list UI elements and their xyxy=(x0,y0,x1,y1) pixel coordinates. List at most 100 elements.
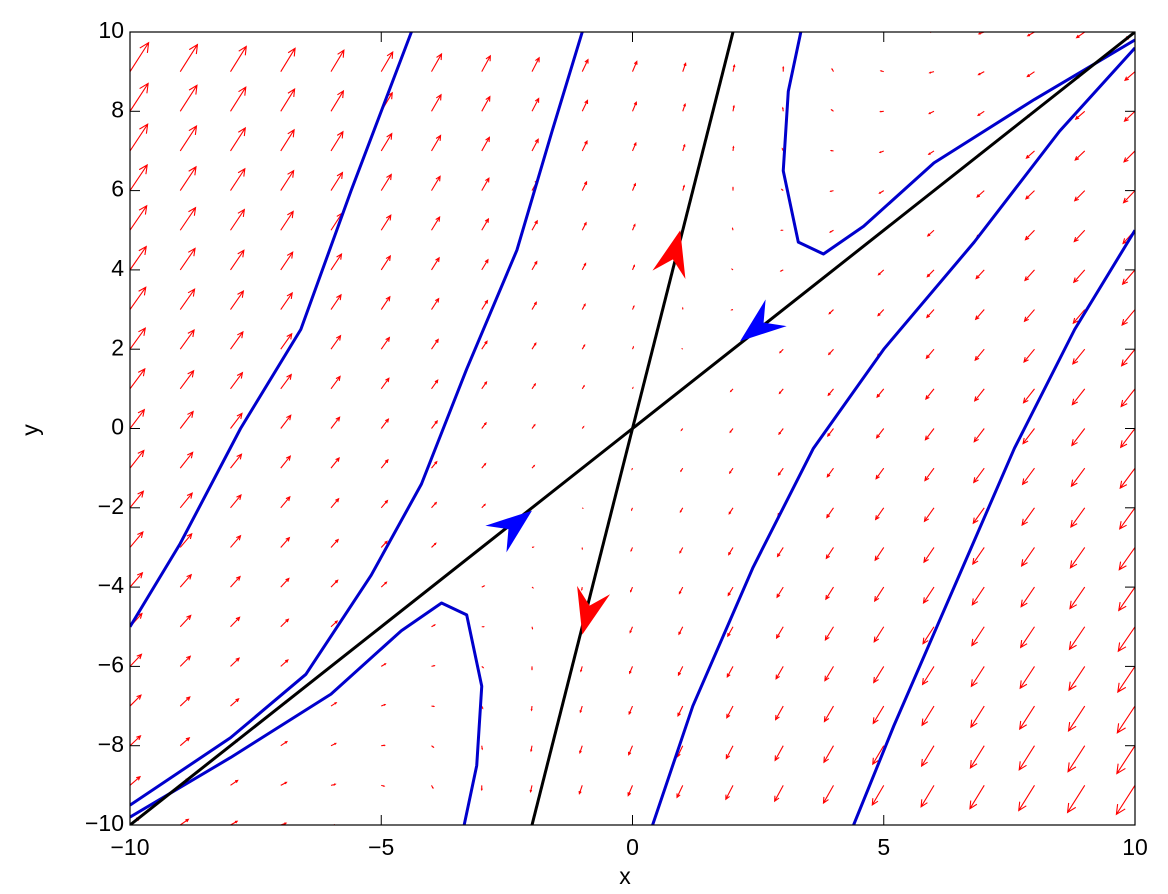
vector-arrow xyxy=(1026,71,1035,78)
vector-arrow xyxy=(481,32,483,33)
vector-arrow xyxy=(530,745,533,753)
vector-arrow xyxy=(676,785,684,799)
vector-arrow xyxy=(732,824,733,825)
vector-arrow xyxy=(581,221,587,231)
vector-arrow xyxy=(280,414,292,429)
vector-arrow xyxy=(531,626,534,630)
vector-arrow xyxy=(878,150,884,154)
vector-arrow xyxy=(682,32,684,33)
vector-arrow xyxy=(230,575,241,588)
direction-arrowhead xyxy=(652,230,686,280)
vector-arrow xyxy=(775,666,784,680)
vector-arrow xyxy=(179,328,195,350)
vector-arrow xyxy=(179,369,195,390)
vector-arrow xyxy=(330,701,338,707)
vector-arrow xyxy=(130,163,148,191)
vector-arrow xyxy=(1068,666,1086,692)
vector-arrow xyxy=(1118,586,1135,612)
vector-arrow xyxy=(831,67,834,72)
vector-arrow xyxy=(431,745,435,748)
y-tick-label: 2 xyxy=(111,334,124,360)
vector-arrow xyxy=(928,71,935,74)
vector-arrow xyxy=(732,104,735,112)
vector-arrow xyxy=(828,309,834,315)
vector-arrow xyxy=(780,188,784,192)
vector-arrow xyxy=(776,547,784,558)
vector-arrow xyxy=(875,428,885,439)
vector-arrow xyxy=(481,503,486,509)
y-axis-label: y xyxy=(17,424,43,436)
vector-arrow xyxy=(230,779,239,786)
vector-arrow xyxy=(876,388,885,399)
vector-arrow xyxy=(1074,150,1086,161)
vector-arrow xyxy=(431,785,434,790)
y-tick-label: −2 xyxy=(98,493,124,519)
vector-arrow xyxy=(280,577,290,588)
vector-arrow xyxy=(431,460,438,469)
vector-arrow xyxy=(728,507,734,515)
vector-arrow xyxy=(179,165,197,191)
vector-arrow xyxy=(380,132,393,152)
vector-arrow xyxy=(380,254,392,271)
vector-arrow xyxy=(971,586,985,606)
vector-arrow xyxy=(230,32,232,33)
vector-arrow xyxy=(726,666,734,679)
vector-arrow xyxy=(922,586,935,604)
vector-arrow xyxy=(1123,150,1135,163)
vector-arrow xyxy=(729,428,734,434)
vector-arrow xyxy=(581,262,587,271)
vector-arrow xyxy=(380,336,391,350)
vector-arrow xyxy=(531,586,534,589)
vector-arrow xyxy=(682,824,683,825)
vector-arrow xyxy=(1067,705,1086,732)
vector-arrow xyxy=(481,177,490,191)
vector-arrow xyxy=(230,698,240,707)
vector-arrow xyxy=(973,388,985,402)
vector-arrow xyxy=(581,140,588,152)
vector-arrow xyxy=(581,180,588,191)
vector-arrow xyxy=(779,269,784,272)
vector-arrow xyxy=(280,291,293,310)
vector-arrow xyxy=(531,382,537,390)
vector-arrow xyxy=(631,141,637,152)
vector-arrow xyxy=(130,327,147,350)
vector-arrow xyxy=(1073,229,1086,243)
vector-arrow xyxy=(1066,785,1086,814)
vector-arrow xyxy=(970,666,985,688)
vector-arrow xyxy=(330,171,344,191)
vector-arrow xyxy=(431,419,438,429)
vector-arrow xyxy=(775,626,784,640)
vector-arrow xyxy=(431,542,437,548)
vector-arrow xyxy=(179,573,193,588)
vector-arrow xyxy=(774,745,784,762)
vector-arrow xyxy=(920,785,935,808)
vector-arrow xyxy=(230,86,247,112)
x-tick-label: 0 xyxy=(626,834,639,860)
vector-arrow xyxy=(481,421,487,429)
vector-arrow xyxy=(631,182,637,191)
vector-arrow xyxy=(179,532,193,548)
vector-arrow xyxy=(923,507,935,523)
vector-arrow xyxy=(581,58,589,72)
vector-arrow xyxy=(179,247,196,271)
vector-arrow xyxy=(680,428,684,432)
vector-arrow xyxy=(1033,824,1035,825)
vector-arrow xyxy=(728,467,734,475)
vector-arrow xyxy=(380,50,394,72)
vector-arrow xyxy=(776,586,784,599)
vector-arrow xyxy=(1084,824,1085,825)
vector-arrow xyxy=(581,343,586,350)
vector-arrow xyxy=(230,249,245,271)
vector-arrow xyxy=(330,130,344,152)
vector-arrow xyxy=(1019,666,1035,690)
vector-arrow xyxy=(431,256,440,271)
vector-arrow xyxy=(179,410,194,429)
vector-arrow xyxy=(632,32,634,33)
vector-arrow xyxy=(927,150,935,156)
vector-arrow xyxy=(230,453,243,469)
vector-arrow xyxy=(1117,626,1135,653)
vector-arrow xyxy=(230,412,243,429)
vector-arrow xyxy=(977,71,985,76)
